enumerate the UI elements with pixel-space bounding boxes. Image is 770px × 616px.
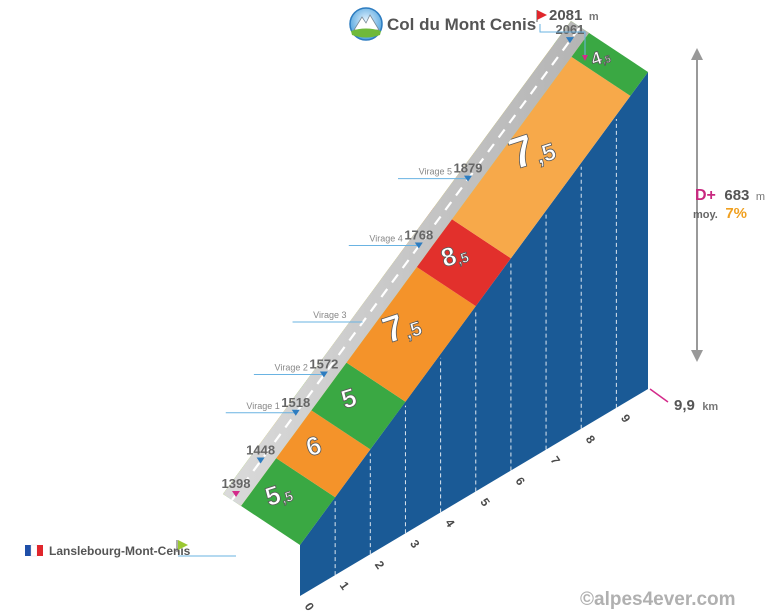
km-tick-label: 0: [302, 600, 317, 614]
km-tick-label: 8: [583, 433, 598, 447]
summit-flag-icon: [536, 10, 547, 22]
km-tick-label: 6: [512, 474, 527, 488]
virage-label: Virage 3: [313, 310, 346, 320]
profile-face: [300, 72, 648, 596]
svg-text:moy. 7%: moy. 7%: [693, 205, 747, 222]
altitude-pointer-icon: [232, 491, 240, 497]
altitude-label: 2061: [555, 22, 584, 37]
start-flag-icon: [176, 540, 188, 552]
copyright: ©alpes4ever.com: [580, 589, 736, 610]
altitude-pointer-icon: [565, 37, 574, 44]
summit-altitude-unit: m: [589, 11, 599, 23]
altitude-pointer-icon: [256, 457, 265, 464]
km-tick-label: 7: [548, 454, 563, 468]
altitude-label: 1572: [309, 357, 338, 372]
start-name: Lanslebourg-Mont-Cenis: [49, 544, 191, 558]
elevation-gain-arrow: [691, 48, 703, 362]
dplus-unit: m: [756, 191, 765, 203]
virage-label: Virage 2: [275, 363, 308, 373]
dplus-value: 683: [724, 187, 749, 204]
svg-text:D+ 683 m: D+ 683 m: [695, 187, 765, 204]
altitude-label: 1518: [281, 395, 310, 410]
summit-logo-icon: [349, 7, 383, 41]
altitude-pointer-icon: [291, 409, 300, 416]
summit-pointer-icon: [582, 55, 588, 61]
virage-label: Virage 4: [369, 234, 402, 244]
avg-label: moy.: [693, 209, 718, 221]
summit-leader-line: [539, 24, 586, 55]
virage-label: Virage 5: [419, 167, 452, 177]
svg-text:9,9 km: 9,9 km: [674, 397, 718, 414]
km-tick-label: 9: [618, 412, 633, 426]
svg-text:2081 m: 2081 m: [549, 7, 599, 24]
virage-label: Virage 1: [246, 401, 279, 411]
altitude-pointer-icon: [319, 371, 328, 378]
gradient-segment: [328, 255, 476, 402]
avg-value: 7%: [725, 205, 747, 222]
altitude-label: 1879: [454, 161, 483, 176]
km-tick-label: 5: [477, 495, 492, 509]
altitude-label: 1768: [404, 228, 433, 243]
summit-altitude: 2081: [549, 7, 582, 24]
km-tick-label: 3: [407, 537, 422, 551]
km-tick-label: 1: [337, 579, 352, 593]
dplus-label: D+: [695, 187, 716, 204]
france-flag-icon: [25, 544, 43, 557]
road-centre-line: [231, 26, 581, 501]
altitude-label: 1448: [246, 443, 275, 458]
km-tick-label: 2: [372, 558, 387, 572]
altitude-pointer-icon: [414, 242, 423, 249]
distance-value: 9,9: [674, 397, 695, 414]
distance-unit: km: [702, 401, 718, 413]
summit-name: Col du Mont Cenis: [387, 15, 536, 34]
altitude-label: 1398: [222, 476, 251, 491]
gradient-segment: [433, 44, 631, 259]
distance-leader-line: [649, 388, 669, 403]
km-tick-label: 4: [442, 516, 457, 530]
altitude-pointer-icon: [464, 175, 472, 182]
